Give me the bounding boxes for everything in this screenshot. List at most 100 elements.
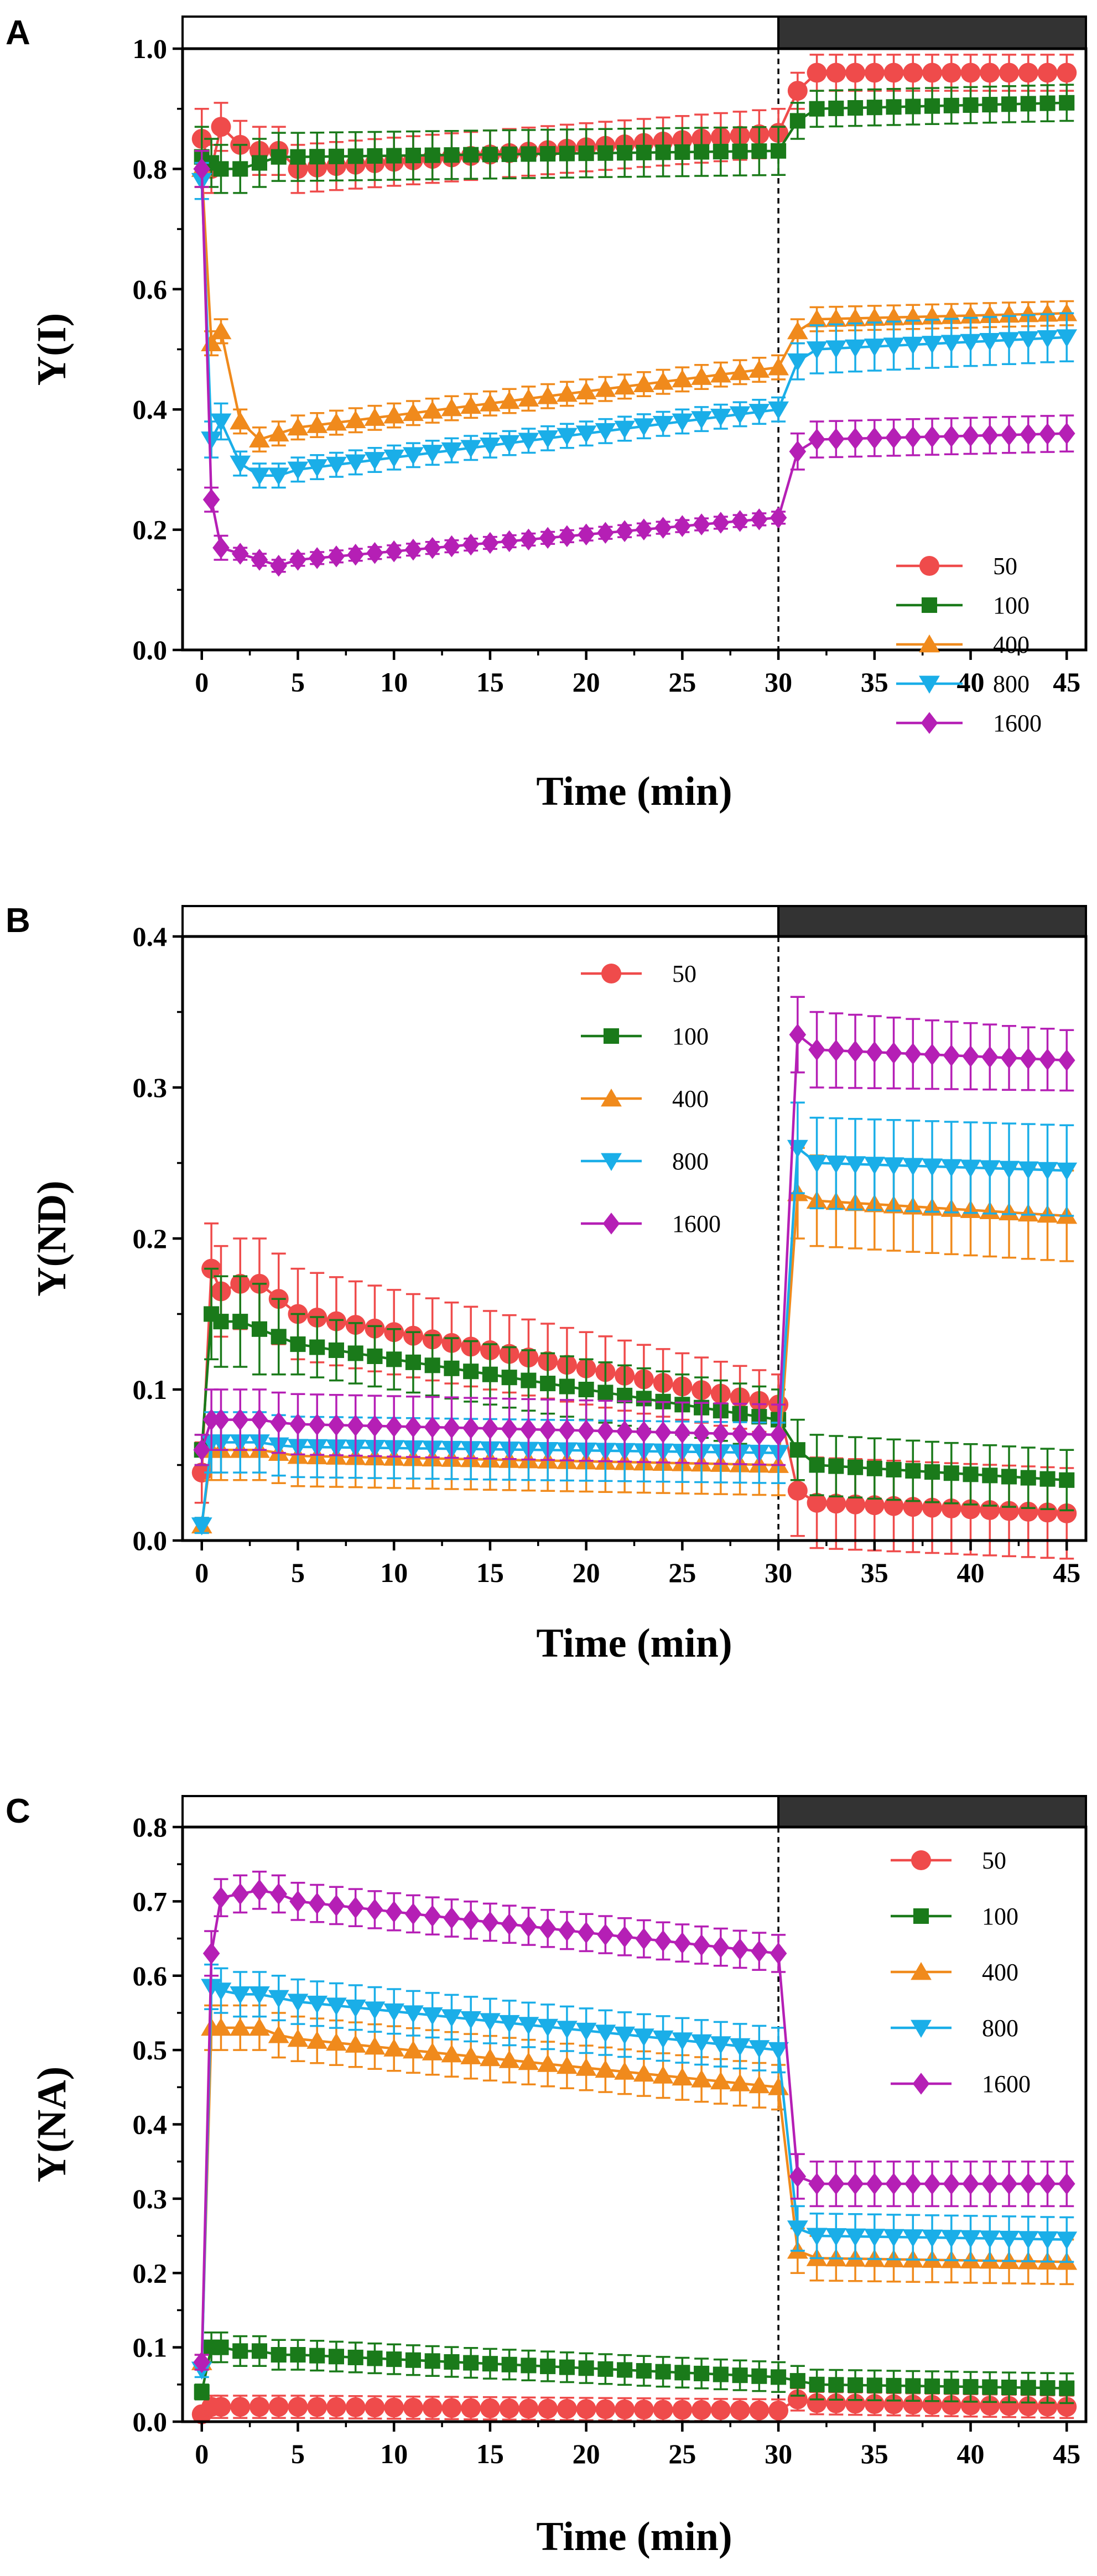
data-point	[290, 149, 306, 165]
data-point	[943, 1465, 959, 1481]
chart-panel-a: A 0 5 10 15 20 25 30 35 40 45 0.0 0.2 0.4 0.6 0.8 1.0 Tim…	[6, 14, 1088, 814]
data-point	[384, 2397, 404, 2418]
data-point	[424, 1416, 441, 1438]
data-point	[444, 2354, 460, 2370]
y-axis-title: Y(I)	[29, 313, 75, 386]
data-point	[962, 425, 979, 447]
data-point	[848, 1459, 864, 1475]
data-point	[556, 383, 578, 402]
data-point	[960, 305, 981, 324]
data-point	[672, 2067, 693, 2086]
data-point	[979, 1160, 1001, 1178]
data-point	[1001, 96, 1017, 112]
data-point	[845, 308, 866, 326]
x-axis-title: Time (min)	[536, 1621, 732, 1666]
data-point	[883, 1496, 904, 1516]
data-point	[864, 1495, 885, 1516]
data-point	[559, 1378, 575, 1394]
data-point	[597, 2361, 614, 2377]
data-point	[713, 2366, 729, 2382]
data-point	[883, 2229, 904, 2247]
data-point	[595, 379, 616, 397]
data-point	[193, 2351, 211, 2374]
data-point	[885, 426, 902, 449]
data-point	[963, 2379, 979, 2395]
data-point	[306, 1995, 328, 2014]
data-point	[366, 1898, 383, 1921]
data-point	[1001, 1469, 1017, 1485]
x-tick-label: 10	[380, 1557, 408, 1588]
data-point	[635, 518, 653, 540]
data-point	[231, 1408, 249, 1431]
data-point	[404, 1416, 422, 1438]
data-point	[481, 1417, 499, 1440]
data-point	[751, 143, 767, 159]
data-point	[578, 1381, 594, 1398]
data-point	[981, 424, 999, 446]
y-tick-label: 0.1	[133, 2332, 168, 2363]
x-tick-label: 5	[291, 1557, 305, 1588]
data-point	[616, 1420, 633, 1443]
data-point	[443, 1907, 460, 1929]
data-point	[1017, 1161, 1039, 1180]
y-tick-label: 0.2	[133, 514, 168, 545]
data-point	[828, 1458, 844, 1474]
data-point	[710, 2400, 731, 2421]
data-point	[940, 335, 962, 353]
data-point	[213, 161, 229, 177]
data-point	[326, 2397, 346, 2417]
y-tick-label: 0.0	[133, 2406, 168, 2437]
data-point	[268, 467, 289, 486]
data-point	[595, 2399, 616, 2419]
data-point	[710, 2071, 731, 2090]
data-point	[751, 2368, 767, 2384]
data-point	[770, 1424, 787, 1446]
data-point	[1037, 2396, 1058, 2417]
data-point	[365, 2397, 385, 2418]
data-point	[210, 413, 232, 431]
data-point	[518, 388, 539, 407]
data-point	[520, 1915, 537, 1938]
data-point	[559, 2359, 575, 2375]
data-point	[404, 1903, 422, 1925]
legend-marker	[919, 675, 940, 694]
data-point	[864, 1157, 885, 1175]
data-point	[578, 1922, 595, 1944]
data-point	[845, 2393, 866, 2414]
data-point	[943, 1044, 960, 1066]
data-point	[846, 428, 864, 450]
data-point	[654, 517, 672, 539]
data-point	[518, 2017, 539, 2035]
data-point	[501, 2356, 517, 2372]
y-tick-label: 0.2	[133, 2257, 168, 2288]
data-point	[960, 63, 981, 83]
data-point	[271, 2347, 287, 2363]
x-tick-label: 40	[957, 1557, 985, 1588]
data-point	[902, 336, 924, 355]
data-point	[308, 1892, 326, 1914]
data-point	[845, 2228, 866, 2247]
data-point	[202, 1408, 220, 1431]
legend-label: 800	[672, 1148, 709, 1175]
data-point	[201, 431, 222, 450]
data-point	[405, 148, 421, 164]
data-point	[404, 538, 422, 561]
data-point	[848, 100, 864, 116]
data-point	[924, 2378, 940, 2394]
data-point	[674, 515, 691, 537]
x-tick-label: 40	[957, 667, 985, 698]
data-point	[1059, 2380, 1075, 2396]
data-point	[672, 369, 693, 388]
data-point	[789, 440, 807, 463]
data-point	[1001, 2379, 1017, 2396]
data-point	[691, 2069, 713, 2088]
data-point	[575, 381, 597, 399]
data-point	[768, 401, 789, 420]
legend-entry-1600: 1600	[581, 1210, 721, 1237]
data-point	[922, 1158, 943, 1177]
data-point	[1020, 1470, 1036, 1486]
data-point	[614, 376, 636, 395]
data-point	[249, 467, 270, 486]
data-point	[883, 337, 904, 356]
y-tick-label: 0.3	[133, 1072, 168, 1103]
